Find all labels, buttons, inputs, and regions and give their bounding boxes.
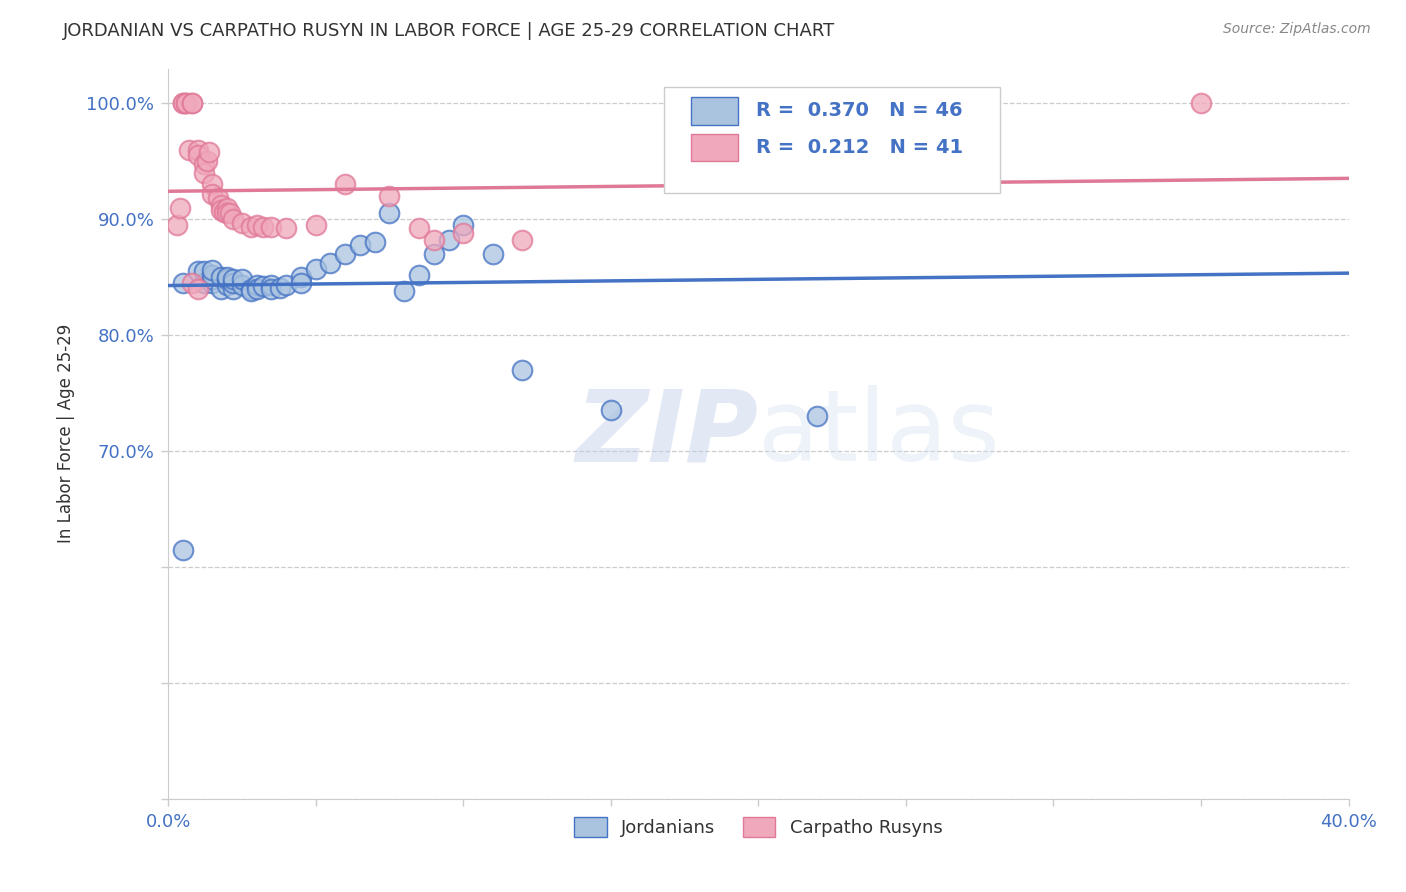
Point <box>239 284 262 298</box>
Point <box>305 218 328 232</box>
Point <box>246 278 269 293</box>
Point <box>219 206 242 220</box>
Point <box>260 278 283 293</box>
Point <box>290 276 312 290</box>
Point <box>180 96 202 111</box>
Point <box>319 256 342 270</box>
Point <box>217 201 239 215</box>
Point <box>364 235 387 250</box>
Point <box>187 264 209 278</box>
Point <box>195 154 218 169</box>
FancyBboxPatch shape <box>692 97 738 125</box>
Point <box>423 247 446 261</box>
Point <box>209 282 232 296</box>
Point <box>423 233 446 247</box>
Y-axis label: In Labor Force | Age 25-29: In Labor Force | Age 25-29 <box>58 324 75 543</box>
Point <box>222 212 245 227</box>
Legend: Jordanians, Carpatho Rusyns: Jordanians, Carpatho Rusyns <box>567 809 949 845</box>
Point <box>174 96 197 111</box>
Point <box>193 156 215 170</box>
Text: ZIP: ZIP <box>575 385 758 483</box>
Point <box>222 282 245 296</box>
Point <box>260 282 283 296</box>
Text: R =  0.212   N = 41: R = 0.212 N = 41 <box>756 138 963 157</box>
Point <box>252 220 274 235</box>
Point <box>252 279 274 293</box>
Point <box>806 409 828 424</box>
Point <box>172 276 194 290</box>
Text: atlas: atlas <box>758 385 1000 483</box>
Point <box>209 198 232 212</box>
Point <box>201 268 224 282</box>
Point <box>231 272 253 286</box>
Text: JORDANIAN VS CARPATHO RUSYN IN LABOR FORCE | AGE 25-29 CORRELATION CHART: JORDANIAN VS CARPATHO RUSYN IN LABOR FOR… <box>63 22 835 40</box>
FancyBboxPatch shape <box>692 134 738 161</box>
Point <box>231 216 253 230</box>
Point <box>172 96 194 111</box>
Point <box>290 270 312 285</box>
Point <box>335 247 357 261</box>
Point <box>198 145 221 159</box>
Point <box>222 272 245 286</box>
Point <box>378 189 401 203</box>
Point <box>246 282 269 296</box>
Point <box>201 272 224 286</box>
Point <box>222 276 245 290</box>
Point <box>451 226 474 240</box>
Point <box>217 270 239 285</box>
Point <box>193 276 215 290</box>
Point <box>599 403 621 417</box>
Point <box>239 220 262 235</box>
Point <box>187 143 209 157</box>
Point <box>174 96 197 111</box>
Text: R =  0.370   N = 46: R = 0.370 N = 46 <box>756 102 963 120</box>
Point <box>394 284 416 298</box>
Point <box>217 206 239 220</box>
Point <box>510 233 533 247</box>
Point <box>207 191 229 205</box>
Point <box>269 280 291 294</box>
Point <box>305 262 328 277</box>
Point <box>180 276 202 290</box>
Point <box>260 220 283 235</box>
Point <box>246 218 269 232</box>
Point <box>239 282 262 296</box>
Point <box>187 148 209 162</box>
Point <box>276 221 298 235</box>
Point <box>201 178 224 192</box>
Point <box>187 282 209 296</box>
Point <box>201 186 224 201</box>
Point <box>172 542 194 557</box>
Point <box>201 263 224 277</box>
Point <box>335 178 357 192</box>
Point <box>209 270 232 285</box>
Point <box>193 166 215 180</box>
Point <box>172 96 194 111</box>
Point <box>166 218 188 232</box>
Point <box>201 276 224 290</box>
Point <box>209 202 232 217</box>
Point <box>510 363 533 377</box>
Point <box>349 237 371 252</box>
Point <box>193 264 215 278</box>
Point <box>481 247 503 261</box>
Point <box>276 278 298 293</box>
Point <box>217 278 239 293</box>
Point <box>378 206 401 220</box>
Point <box>1189 96 1212 111</box>
Point <box>673 96 696 111</box>
Point <box>451 218 474 232</box>
Point <box>217 272 239 286</box>
Point <box>408 221 430 235</box>
Point <box>177 143 200 157</box>
Point <box>231 278 253 293</box>
Point <box>169 201 191 215</box>
Point <box>408 268 430 282</box>
Point <box>212 205 235 219</box>
Point <box>180 96 202 111</box>
FancyBboxPatch shape <box>664 87 1000 193</box>
Text: Source: ZipAtlas.com: Source: ZipAtlas.com <box>1223 22 1371 37</box>
Point <box>437 233 460 247</box>
